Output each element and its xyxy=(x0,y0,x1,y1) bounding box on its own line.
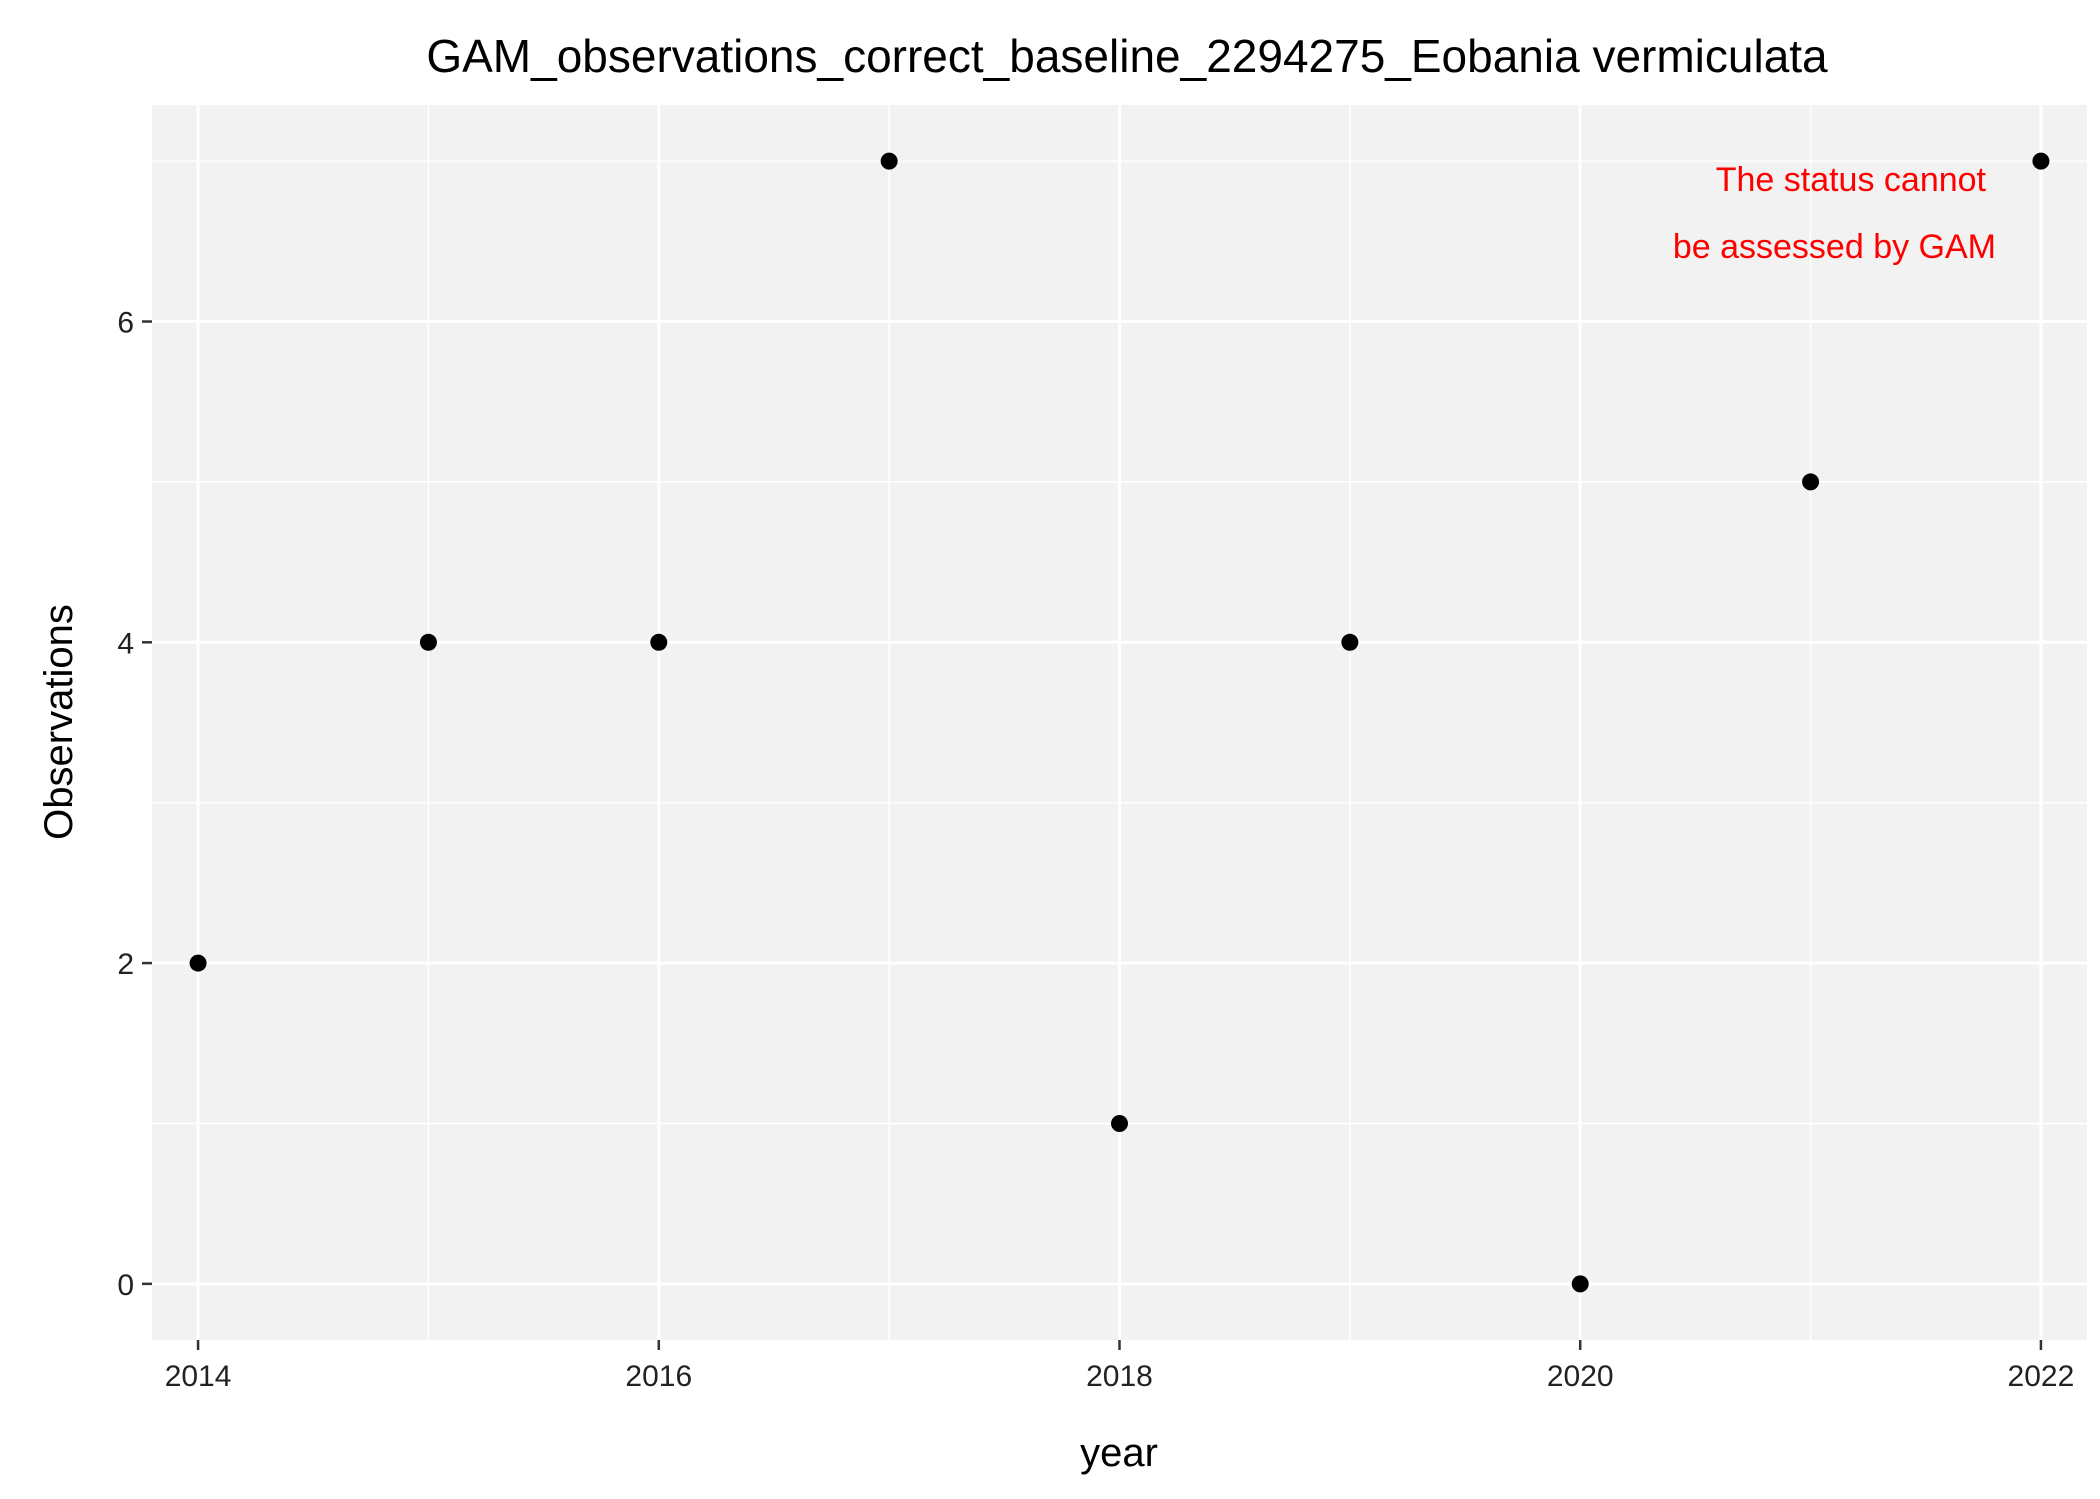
data-point xyxy=(1802,473,1820,491)
data-point xyxy=(1111,1114,1128,1132)
annotation-line-1: The status cannot xyxy=(1716,161,1987,199)
y-tick-label: 2 xyxy=(117,948,134,981)
x-axis: 2014 2016 2018 2020 2022 xyxy=(165,1340,2075,1393)
data-point xyxy=(419,633,437,651)
x-tick-label: 2022 xyxy=(2008,1360,2075,1393)
data-point xyxy=(2032,152,2050,170)
y-axis-title: Observations xyxy=(37,604,81,840)
annotation: The status cannot be assessed by GAM xyxy=(1673,161,1996,266)
annotation-line-2: be assessed by GAM xyxy=(1673,228,1996,266)
grid-lines xyxy=(152,105,2087,1340)
data-point xyxy=(189,954,207,972)
y-tick-label: 4 xyxy=(117,627,134,660)
data-point xyxy=(650,633,668,651)
x-tick-label: 2020 xyxy=(1547,1360,1614,1393)
data-points xyxy=(189,152,2050,1293)
y-tick-label: 6 xyxy=(117,307,134,340)
x-tick-label: 2016 xyxy=(625,1360,692,1393)
x-tick-label: 2018 xyxy=(1086,1360,1153,1393)
data-point xyxy=(1571,1275,1589,1293)
y-axis: 0 2 4 6 xyxy=(117,307,152,1302)
data-point xyxy=(880,152,898,170)
chart-title: GAM_observations_correct_baseline_229427… xyxy=(426,30,1828,82)
x-tick-label: 2014 xyxy=(165,1360,232,1393)
data-point xyxy=(1341,633,1359,651)
x-axis-title: year xyxy=(1080,1431,1158,1475)
y-tick-label: 0 xyxy=(117,1269,134,1302)
